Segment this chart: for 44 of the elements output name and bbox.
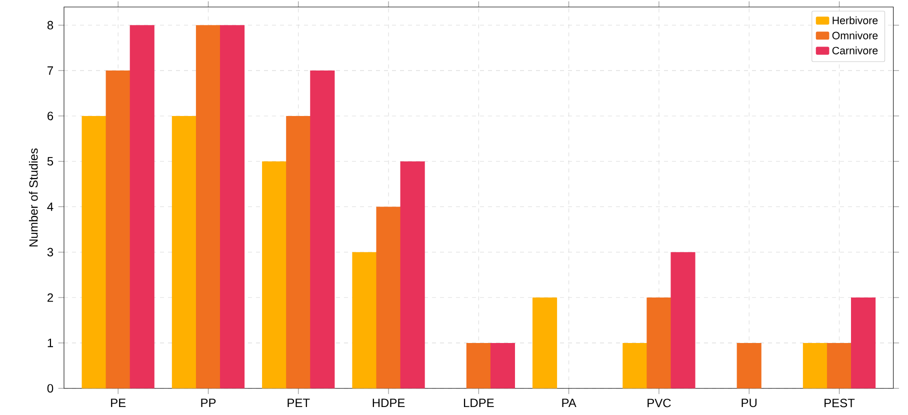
x-tick-label: PVC bbox=[648, 398, 671, 408]
bar bbox=[262, 161, 287, 388]
y-tick-label: 4 bbox=[47, 202, 54, 211]
bar bbox=[466, 342, 491, 388]
y-axis-title: Number of Studies bbox=[28, 148, 38, 246]
y-tick-label: 3 bbox=[47, 248, 54, 256]
x-tick-label: PP bbox=[201, 398, 216, 407]
x-tick-label: PE bbox=[111, 398, 126, 407]
bar bbox=[130, 25, 154, 388]
bar bbox=[622, 342, 648, 388]
bar bbox=[826, 342, 852, 388]
y-tick-label: 5 bbox=[47, 157, 54, 166]
x-tick-label: PA bbox=[562, 398, 576, 407]
bar bbox=[646, 298, 672, 388]
y-tick-label: 7 bbox=[48, 66, 53, 75]
bar bbox=[490, 342, 515, 388]
x-tick-label: HDPE bbox=[372, 398, 405, 407]
y-tick-label: 1 bbox=[48, 338, 54, 348]
bar bbox=[196, 25, 221, 388]
y-tick-label: 6 bbox=[48, 112, 54, 120]
x-tick-label: LDPE bbox=[464, 398, 494, 407]
y-tick-label: 2 bbox=[48, 293, 53, 302]
bar bbox=[851, 298, 876, 388]
bar bbox=[532, 298, 558, 388]
bar bbox=[400, 161, 425, 388]
bar bbox=[220, 25, 245, 388]
bar bbox=[172, 116, 196, 388]
legend-label: Herbivore bbox=[832, 16, 878, 24]
bar bbox=[736, 342, 762, 388]
bar bbox=[670, 252, 696, 388]
bar bbox=[106, 70, 130, 388]
bar bbox=[310, 70, 335, 388]
y-tick-label: 0 bbox=[47, 384, 54, 393]
legend-label: Carnivore bbox=[832, 46, 878, 54]
bar bbox=[376, 206, 401, 388]
x-tick-label: PU bbox=[742, 398, 757, 408]
bar bbox=[352, 252, 377, 388]
y-tick-label: 8 bbox=[47, 20, 54, 30]
bar bbox=[802, 342, 828, 388]
legend-label: Omnivore bbox=[832, 31, 878, 40]
x-tick-label: PET bbox=[288, 398, 310, 407]
x-tick-label: PEST bbox=[824, 398, 855, 408]
bar bbox=[82, 116, 106, 388]
bar bbox=[286, 116, 311, 388]
